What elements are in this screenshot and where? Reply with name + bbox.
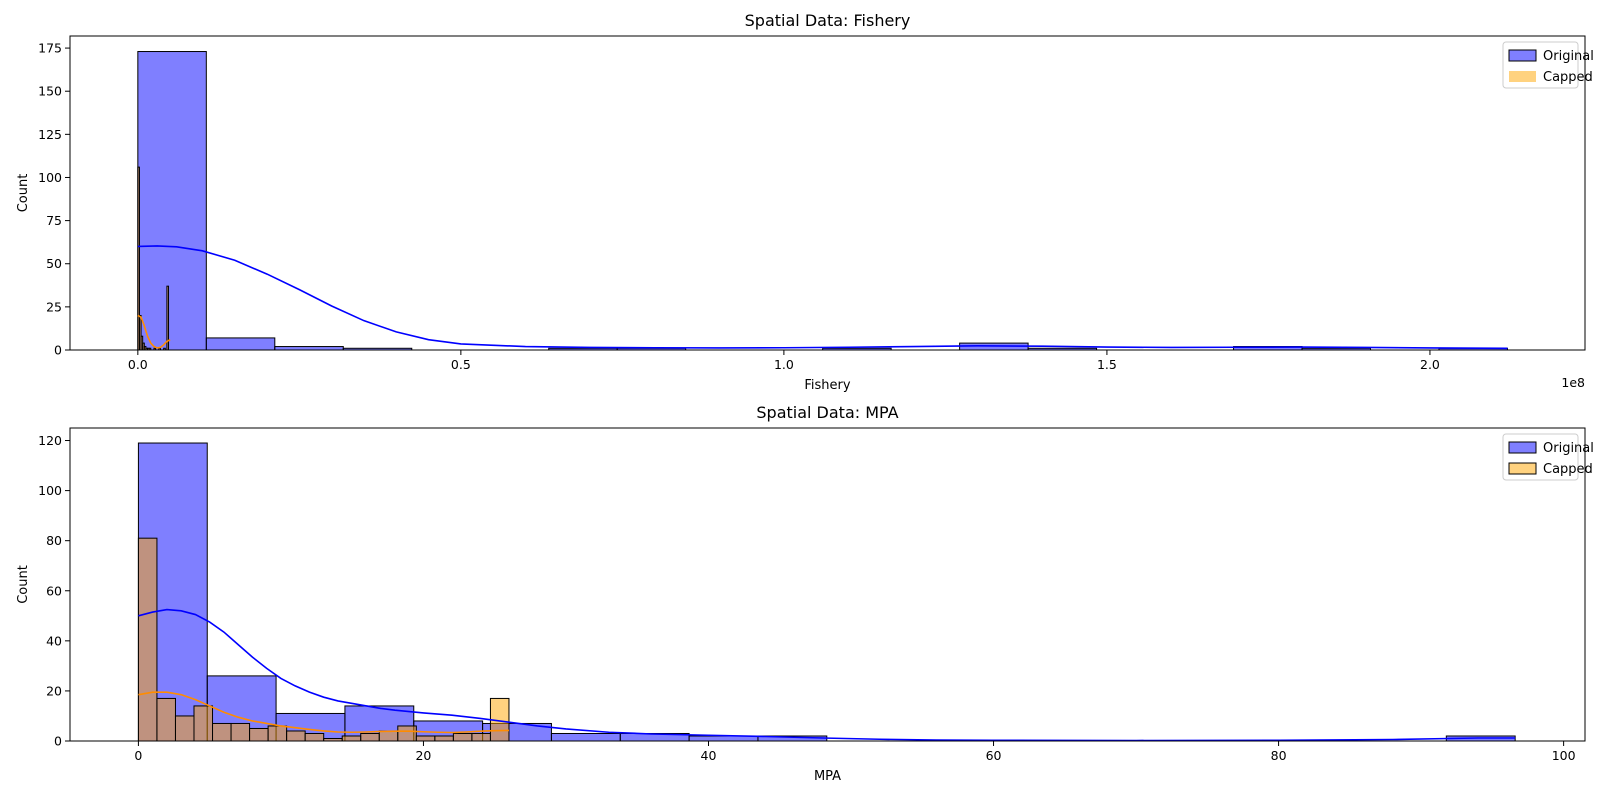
chart-title: Spatial Data: Fishery [745, 11, 911, 30]
hist-bar-capped [452, 732, 473, 742]
y-tick-label: 80 [46, 533, 62, 548]
hist-bar-original [550, 732, 621, 742]
hist-bar-capped [304, 732, 325, 742]
y-tick-label: 60 [46, 583, 62, 598]
x-tick-label: 2.0 [1420, 357, 1440, 372]
hist-bar-capped [137, 537, 158, 742]
kde-line-original [138, 608, 1516, 742]
hist-bar-capped [174, 715, 195, 742]
hist-bar-capped [341, 735, 362, 742]
x-tick-label: 80 [1271, 748, 1287, 763]
legend-swatch-original [1508, 49, 1537, 62]
hist-bar-capped [378, 730, 399, 742]
y-tick-label: 0 [54, 734, 62, 749]
hist-bar-capped [360, 732, 380, 742]
x-tick-label: 1.5 [1097, 357, 1117, 372]
legend-swatch-capped [1509, 71, 1536, 82]
legend-label-capped: Capped [1543, 462, 1593, 477]
y-tick-label: 175 [38, 41, 62, 56]
hist-bar-capped [286, 730, 306, 742]
hist-bar-original [137, 51, 207, 351]
legend-label-original: Original [1543, 441, 1594, 456]
hist-bar-capped [193, 705, 214, 742]
y-tick-label: 120 [38, 433, 62, 448]
hist-bar-capped [156, 697, 176, 742]
x-tick-label: 0 [134, 748, 142, 763]
chart-title: Spatial Data: MPA [756, 403, 898, 422]
y-tick-label: 50 [46, 256, 62, 271]
hist-bar-original [274, 346, 344, 351]
axes-frame [69, 35, 1586, 351]
chart-fishery: 0.0 0.5 1.0 1.5 2.0 0 25 50 75 100 125 150 175 Spatia… [16, 11, 1594, 393]
x-tick-label: 0.5 [451, 357, 471, 372]
y-tick-label: 150 [38, 84, 62, 99]
y-tick-label: 25 [46, 299, 62, 314]
axes-frame [69, 427, 1586, 742]
y-tick-label: 100 [38, 483, 62, 498]
kde-line-capped [138, 691, 509, 734]
hist-bar-capped [249, 727, 269, 742]
y-tick-label: 40 [46, 633, 62, 648]
x-tick-label: 0.0 [128, 357, 148, 372]
x-tick-label: 40 [701, 748, 717, 763]
hist-bar-capped [230, 722, 251, 742]
x-tick-label: 20 [415, 748, 431, 763]
chart-mpa: 0 20 40 60 80 100 0 20 40 60 80 100 120 Spatial Data:… [16, 403, 1594, 784]
hist-bar-capped [471, 732, 491, 742]
hist-bar-capped [415, 735, 436, 742]
hist-bar-capped [397, 725, 417, 742]
y-tick-label: 20 [46, 683, 62, 698]
legend-swatch-capped [1508, 462, 1537, 475]
hist-bar-capped [434, 735, 454, 742]
kde-line-capped [137, 314, 171, 349]
y-tick-label: 100 [38, 170, 62, 185]
hist-bar-capped [267, 725, 288, 742]
y-tick-label: 75 [46, 213, 62, 228]
y-tick-label: 0 [54, 343, 62, 358]
hist-bar-capped [212, 722, 232, 742]
hist-bar-original [205, 337, 276, 351]
kde-line-original [137, 245, 1508, 350]
x-offset-text: 1e8 [1561, 375, 1585, 390]
x-tick-label: 1.0 [774, 357, 794, 372]
x-tick-label: 100 [1552, 748, 1576, 763]
legend-swatch-original [1508, 441, 1537, 454]
x-axis-label: MPA [814, 769, 841, 784]
y-axis-label: Count [16, 565, 31, 604]
y-axis-label: Count [16, 174, 31, 213]
y-tick-label: 125 [38, 127, 62, 142]
x-axis-label: Fishery [804, 378, 850, 393]
x-tick-label: 60 [986, 748, 1002, 763]
legend-label-original: Original [1543, 49, 1594, 64]
legend-label-capped: Capped [1543, 70, 1593, 85]
